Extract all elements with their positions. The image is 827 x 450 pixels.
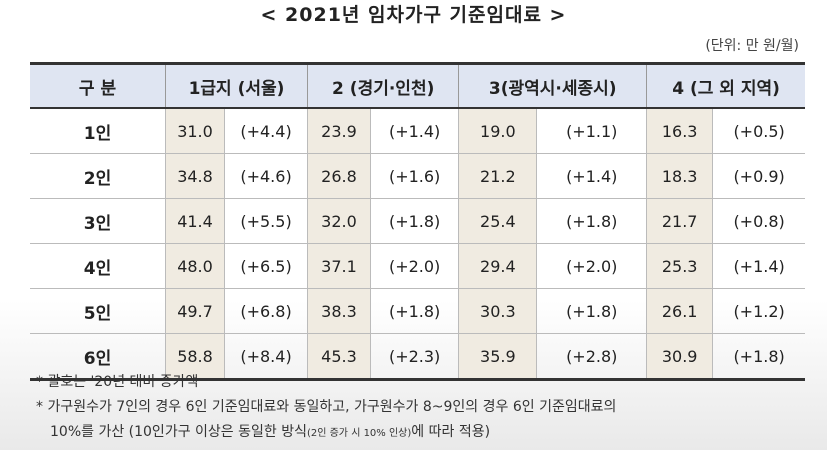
note-tail: 에 따라 적용) bbox=[411, 424, 491, 440]
table-row: 5인 49.7 (+6.8) 38.3 (+1.8) 30.3 (+1.8) 26.1 (+1.… bbox=[30, 288, 805, 334]
header-cell: 4 (그 외 지역) bbox=[646, 63, 805, 109]
change-cell: (+6.5) bbox=[223, 243, 308, 289]
table-row: 1인 31.0 (+4.4) 23.9 (+1.4) 19.0 (+1.1) 16.3 (+0.… bbox=[30, 107, 805, 154]
value-cell: 31.0 bbox=[165, 107, 225, 154]
value-cell: 38.3 bbox=[307, 288, 371, 334]
value-cell: 16.3 bbox=[646, 107, 714, 154]
table-row: 2인 34.8 (+4.6) 26.8 (+1.6) 21.2 (+1.4) 18.3 (+0.… bbox=[30, 153, 805, 199]
note-text: 10%를 가산 (10인가구 이상은 동일한 방식 bbox=[50, 424, 307, 440]
change-cell: (+1.2) bbox=[712, 288, 805, 334]
notes: * 괄호는 '20년 대비 증가액 * 가구원수가 7인의 경우 6인 기준임대료… bbox=[36, 370, 616, 446]
change-cell: (+1.8) bbox=[369, 288, 459, 334]
note: * 괄호는 '20년 대비 증가액 bbox=[36, 370, 616, 395]
row-label: 4인 bbox=[30, 243, 166, 289]
header-cell: 1급지 (서울) bbox=[164, 63, 308, 109]
title: < 2021년 임차가구 기준임대료 > bbox=[260, 4, 567, 26]
change-cell: (+1.8) bbox=[369, 198, 459, 244]
value-cell: 34.8 bbox=[165, 153, 225, 199]
value-cell: 19.0 bbox=[458, 107, 538, 154]
value-cell: 25.3 bbox=[646, 243, 714, 289]
row-label: 1인 bbox=[30, 107, 166, 154]
change-cell: (+1.6) bbox=[369, 153, 459, 199]
header-cell: 2 (경기·인천) bbox=[307, 63, 459, 109]
change-cell: (+2.8) bbox=[536, 333, 647, 380]
note: * 가구원수가 7인의 경우 6인 기준임대료와 동일하고, 가구원수가 8~9… bbox=[36, 395, 616, 420]
header-cell: 3(광역시·세종시) bbox=[458, 63, 647, 109]
table-row: 4인 48.0 (+6.5) 37.1 (+2.0) 29.4 (+2.0) 25.3 (+1.… bbox=[30, 243, 805, 289]
value-cell: 37.1 bbox=[307, 243, 371, 289]
note-small: (2인 증가 시 10% 인상) bbox=[306, 428, 412, 439]
row-label: 3인 bbox=[30, 198, 166, 244]
unit: (단위: 만 원/월) bbox=[705, 38, 799, 54]
change-cell: (+5.5) bbox=[223, 198, 308, 244]
change-cell: (+1.4) bbox=[712, 243, 805, 289]
value-cell: 26.8 bbox=[307, 153, 371, 199]
change-cell: (+1.1) bbox=[536, 107, 647, 154]
change-cell: (+1.8) bbox=[536, 288, 647, 334]
value-cell: 30.9 bbox=[646, 333, 714, 380]
change-cell: (+8.4) bbox=[223, 333, 308, 380]
change-cell: (+0.8) bbox=[712, 198, 805, 244]
table-row: 3인 41.4 (+5.5) 32.0 (+1.8) 25.4 (+1.8) 21.7 (+0.… bbox=[30, 198, 805, 244]
note: 10%를 가산 (10인가구 이상은 동일한 방식(2인 증가 시 10% 인상… bbox=[36, 420, 616, 446]
change-cell: (+6.8) bbox=[223, 288, 308, 334]
value-cell: 21.2 bbox=[458, 153, 538, 199]
change-cell: (+0.5) bbox=[712, 107, 805, 154]
value-cell: 58.8 bbox=[165, 333, 225, 380]
value-cell: 23.9 bbox=[307, 107, 371, 154]
header-row: 구 분 1급지 (서울) 2 (경기·인천) 3(광역시·세종시) 4 (그 외 지역) bbox=[30, 63, 805, 109]
header-cell: 구 분 bbox=[30, 63, 166, 109]
rent-table: 구 분 1급지 (서울) 2 (경기·인천) 3(광역시·세종시) 4 (그 외 지역)… bbox=[30, 62, 805, 381]
value-cell: 32.0 bbox=[307, 198, 371, 244]
value-cell: 30.3 bbox=[458, 288, 538, 334]
change-cell: (+1.8) bbox=[536, 198, 647, 244]
table-row: 6인 58.8 (+8.4) 45.3 (+2.3) 35.9 (+2.8) 30.9 (+1.… bbox=[30, 333, 805, 380]
change-cell: (+4.6) bbox=[223, 153, 308, 199]
change-cell: (+4.4) bbox=[223, 107, 308, 154]
change-cell: (+2.0) bbox=[369, 243, 459, 289]
change-cell: (+2.3) bbox=[369, 333, 459, 380]
row-label: 2인 bbox=[30, 153, 166, 199]
value-cell: 26.1 bbox=[646, 288, 714, 334]
note-text: * 가구원수가 7인의 경우 6인 기준임대료와 동일하고, 가구원수가 8~9… bbox=[36, 399, 617, 415]
value-cell: 21.7 bbox=[646, 198, 714, 244]
row-label: 5인 bbox=[30, 288, 166, 334]
value-cell: 29.4 bbox=[458, 243, 538, 289]
note-text: * 괄호는 '20년 대비 증가액 bbox=[36, 374, 199, 390]
value-cell: 18.3 bbox=[646, 153, 714, 199]
change-cell: (+1.4) bbox=[536, 153, 647, 199]
change-cell: (+1.8) bbox=[712, 333, 805, 380]
change-cell: (+0.9) bbox=[712, 153, 805, 199]
value-cell: 45.3 bbox=[307, 333, 371, 380]
change-cell: (+1.4) bbox=[369, 107, 459, 154]
row-label: 6인 bbox=[30, 333, 166, 380]
value-cell: 25.4 bbox=[458, 198, 538, 244]
change-cell: (+2.0) bbox=[536, 243, 647, 289]
value-cell: 49.7 bbox=[165, 288, 225, 334]
value-cell: 35.9 bbox=[458, 333, 538, 380]
value-cell: 41.4 bbox=[165, 198, 225, 244]
value-cell: 48.0 bbox=[165, 243, 225, 289]
